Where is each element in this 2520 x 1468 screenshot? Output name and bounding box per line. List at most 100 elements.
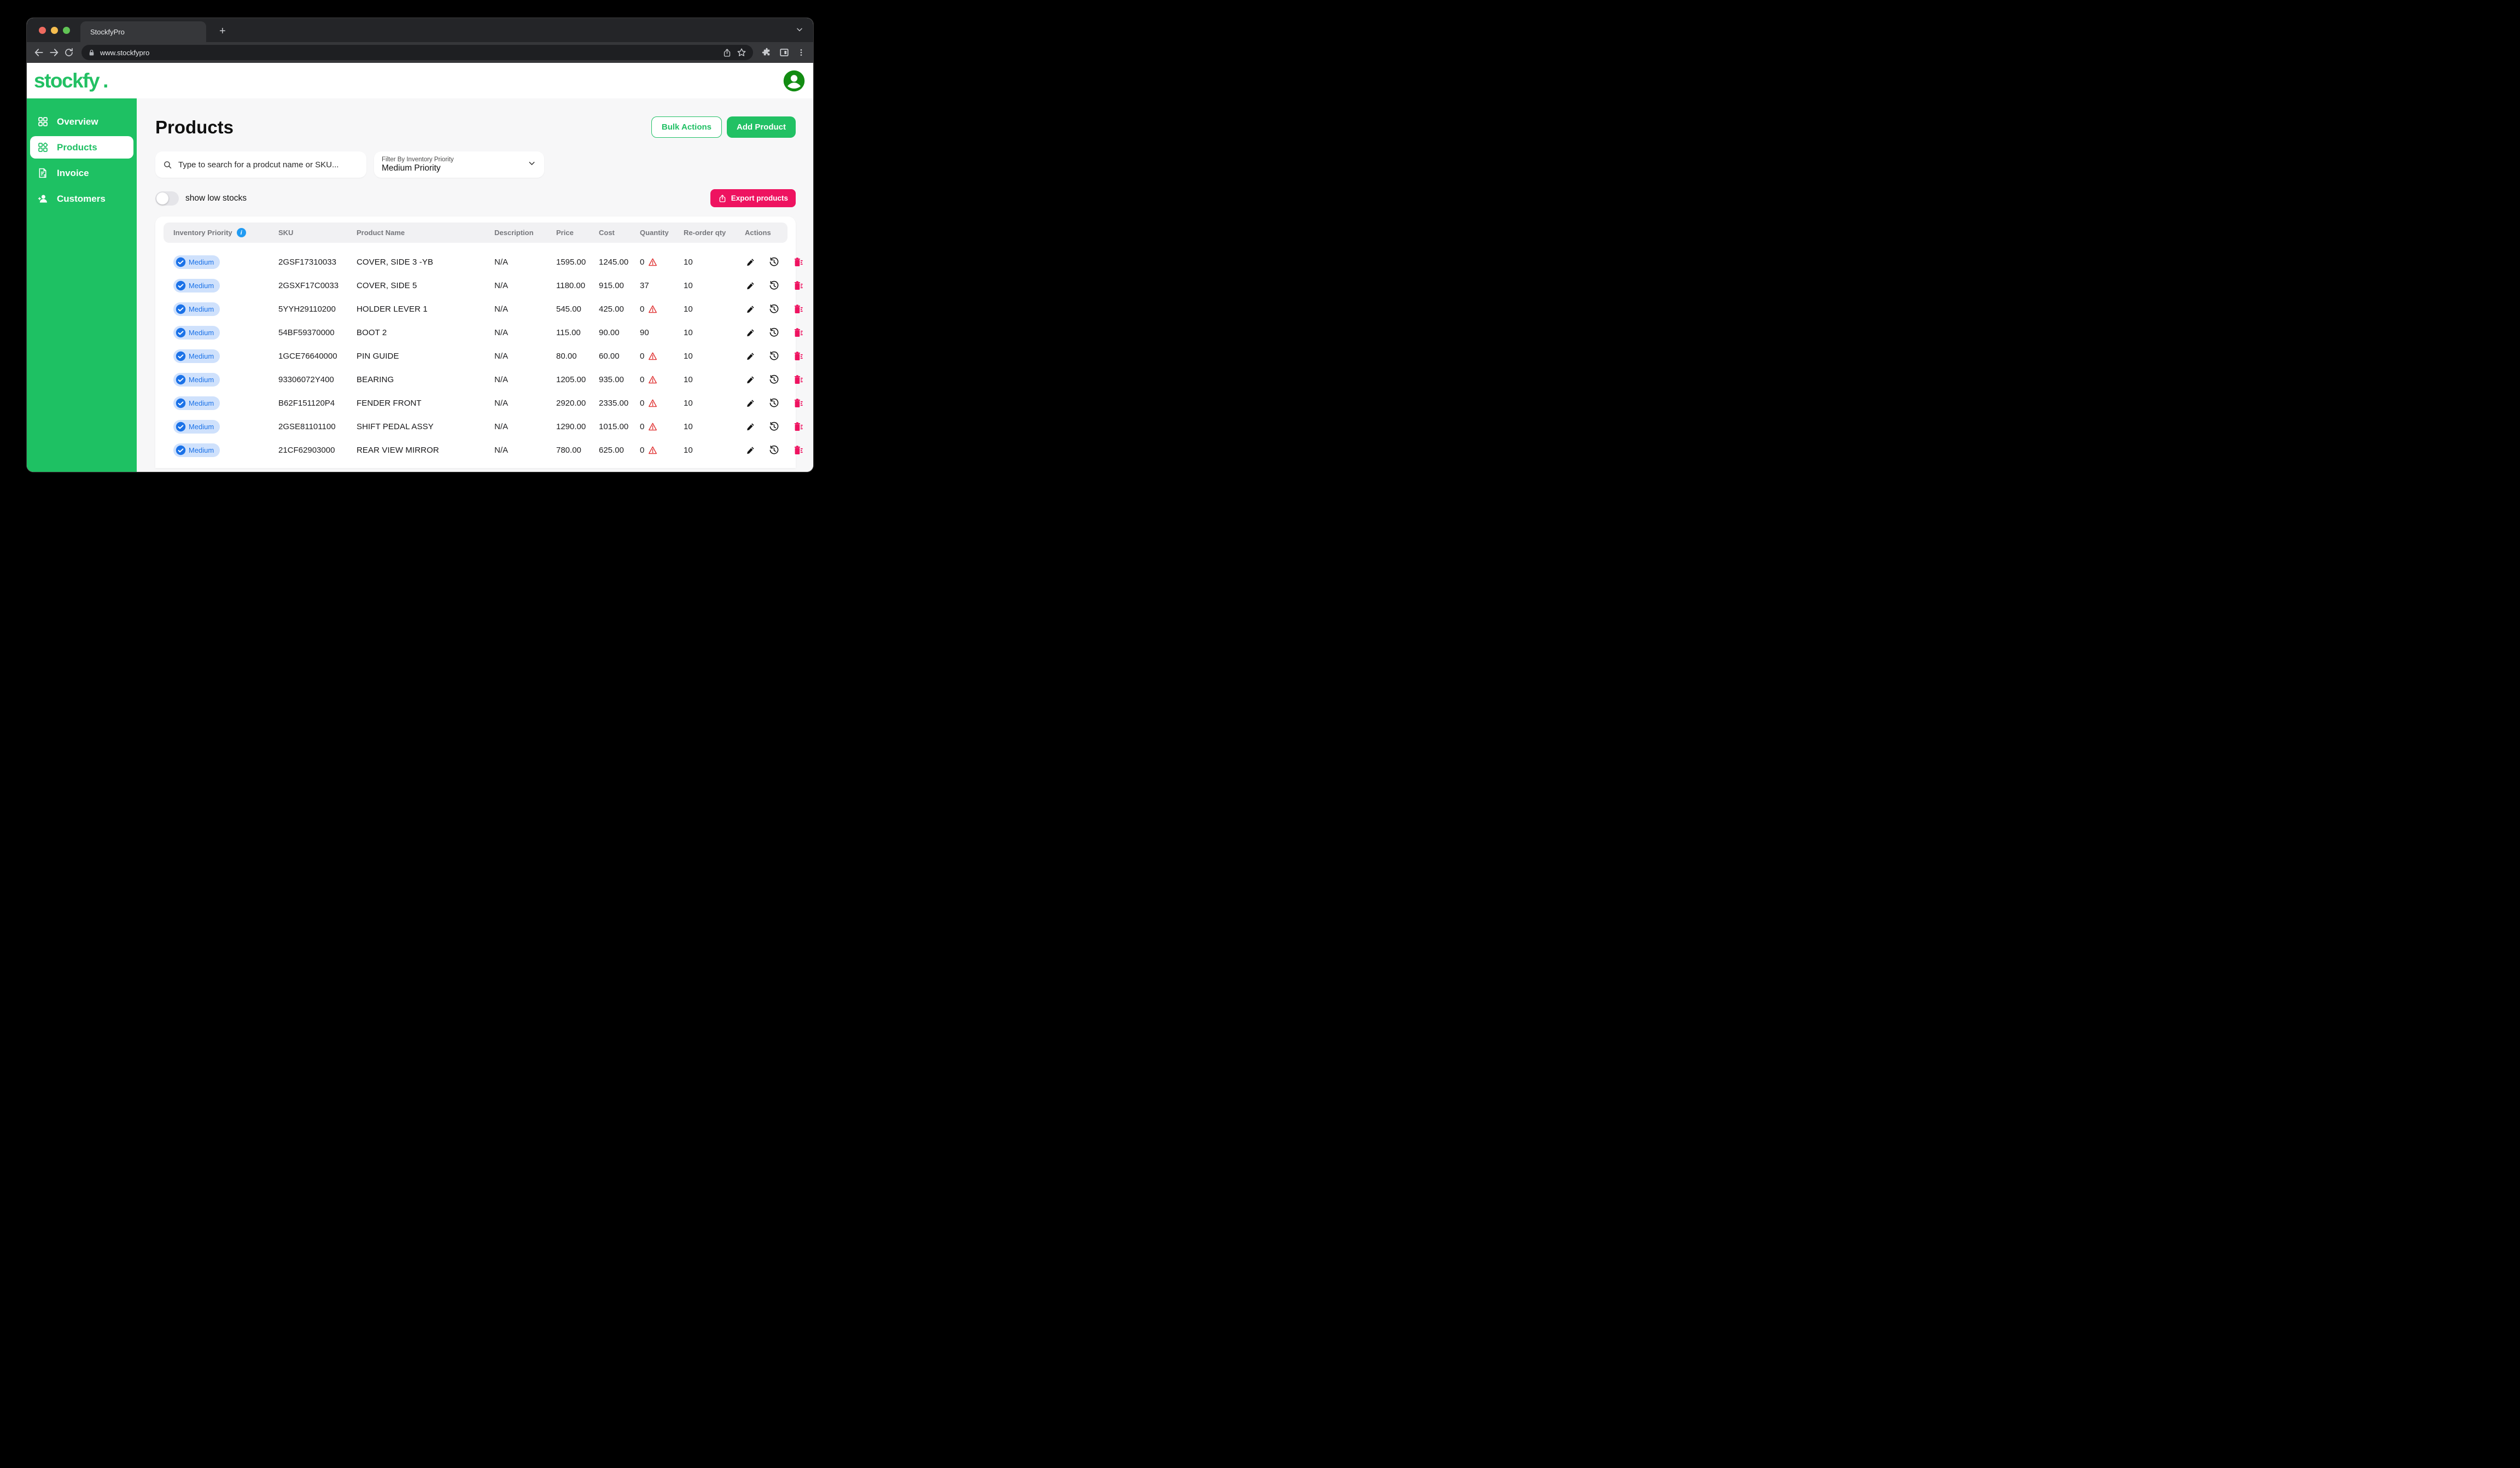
history-icon xyxy=(769,422,779,432)
product-name-cell: HOLDER LEVER 1 xyxy=(357,305,494,314)
show-low-stocks-toggle[interactable] xyxy=(155,191,179,206)
check-circle-icon xyxy=(176,375,186,385)
edit-pencil-icon xyxy=(746,375,755,384)
edit-button[interactable] xyxy=(745,445,756,456)
bulk-actions-button[interactable]: Bulk Actions xyxy=(651,116,722,138)
edit-button[interactable] xyxy=(745,397,756,409)
priority-badge: Medium xyxy=(173,396,220,410)
add-product-button[interactable]: Add Product xyxy=(727,116,796,138)
history-button[interactable] xyxy=(768,256,780,268)
sidebar-item-label: Products xyxy=(57,142,97,153)
history-button[interactable] xyxy=(768,279,780,292)
edit-pencil-icon xyxy=(746,328,755,337)
products-table: Inventory Priority i SKU Product Name De… xyxy=(155,217,796,468)
products-grid-icon xyxy=(37,142,49,154)
history-button[interactable] xyxy=(768,303,780,315)
close-window-button[interactable] xyxy=(39,27,46,34)
reorder-qty-cell: 10 xyxy=(684,328,745,337)
priority-cell: Medium xyxy=(173,326,278,340)
delete-button[interactable] xyxy=(792,350,804,362)
priority-filter-select[interactable]: Filter By Inventory Priority Medium Prio… xyxy=(374,151,544,178)
price-cell: 1290.00 xyxy=(556,422,599,431)
main-content: Products Bulk Actions Add Product Filter… xyxy=(137,98,813,472)
delete-button[interactable] xyxy=(792,373,804,386)
tab-search-chevron-icon[interactable] xyxy=(796,26,803,33)
price-cell: 2920.00 xyxy=(556,399,599,408)
user-avatar-icon[interactable] xyxy=(783,69,806,92)
sidebar-item-products[interactable]: Products xyxy=(30,136,133,159)
maximize-window-button[interactable] xyxy=(63,27,70,34)
history-button[interactable] xyxy=(768,444,780,457)
sidebar-item-customers[interactable]: Customers xyxy=(30,188,133,210)
edit-button[interactable] xyxy=(745,256,756,268)
reorder-qty-cell: 10 xyxy=(684,258,745,267)
forward-button[interactable] xyxy=(48,46,61,59)
edit-button[interactable] xyxy=(745,280,756,291)
edit-button[interactable] xyxy=(745,350,756,362)
delete-button[interactable] xyxy=(792,397,804,410)
edit-button[interactable] xyxy=(745,303,756,315)
reorder-qty-cell: 10 xyxy=(684,399,745,408)
sku-cell: 54BF59370000 xyxy=(278,328,357,337)
delete-button[interactable] xyxy=(792,256,804,268)
sidebar: Overview Products $ Invoice Customers xyxy=(27,98,137,472)
sku-cell: 2GSXF17C0033 xyxy=(278,281,357,290)
delete-button[interactable] xyxy=(792,326,804,339)
browser-tab[interactable]: StockfyPro xyxy=(80,21,206,42)
sku-cell: 2GSE81101100 xyxy=(278,422,357,431)
cost-cell: 1015.00 xyxy=(599,422,640,431)
browser-window: StockfyPro + www.stockfypro sto xyxy=(27,18,813,472)
browser-menu-icon[interactable] xyxy=(797,48,806,57)
export-products-button[interactable]: Export products xyxy=(710,189,796,207)
delete-button[interactable] xyxy=(792,303,804,315)
edit-button[interactable] xyxy=(745,421,756,432)
priority-cell: Medium xyxy=(173,349,278,363)
priority-badge: Medium xyxy=(173,255,220,269)
edit-pencil-icon xyxy=(746,422,755,431)
toggle-knob xyxy=(156,192,168,204)
quantity-cell: 0 xyxy=(640,375,684,384)
reload-button[interactable] xyxy=(63,46,75,59)
browser-toolbar: www.stockfypro xyxy=(27,42,813,63)
history-button[interactable] xyxy=(768,397,780,410)
edit-pencil-icon xyxy=(746,352,755,361)
search-input[interactable] xyxy=(177,160,359,170)
quantity-cell: 0 xyxy=(640,352,684,361)
product-name-cell: COVER, SIDE 5 xyxy=(357,281,494,290)
history-button[interactable] xyxy=(768,350,780,362)
history-icon xyxy=(769,304,779,314)
share-icon[interactable] xyxy=(722,48,732,57)
low-stock-warning-icon xyxy=(648,375,657,384)
description-cell: N/A xyxy=(494,422,556,431)
quantity-cell: 0 xyxy=(640,422,684,431)
edit-button[interactable] xyxy=(745,327,756,338)
side-panel-icon[interactable] xyxy=(779,48,789,57)
history-button[interactable] xyxy=(768,373,780,386)
actions-cell xyxy=(745,444,804,457)
url-bar[interactable]: www.stockfypro xyxy=(81,45,753,60)
history-button[interactable] xyxy=(768,420,780,433)
bookmark-star-icon[interactable] xyxy=(737,48,746,57)
minimize-window-button[interactable] xyxy=(51,27,58,34)
history-button[interactable] xyxy=(768,326,780,339)
app-logo: stockfy xyxy=(34,69,99,92)
history-icon xyxy=(769,445,779,455)
reorder-qty-cell: 10 xyxy=(684,446,745,455)
delete-trash-icon xyxy=(793,327,803,338)
product-name-cell: FENDER FRONT xyxy=(357,399,494,408)
edit-button[interactable] xyxy=(745,374,756,385)
table-row: Medium2GSF17310033COVER, SIDE 3 -YBN/A15… xyxy=(164,250,788,274)
sidebar-item-overview[interactable]: Overview xyxy=(30,110,133,133)
check-circle-icon xyxy=(176,445,186,455)
delete-button[interactable] xyxy=(792,444,804,457)
delete-button[interactable] xyxy=(792,279,804,292)
new-tab-button[interactable]: + xyxy=(216,25,229,38)
sidebar-item-invoice[interactable]: $ Invoice xyxy=(30,162,133,184)
extensions-icon[interactable] xyxy=(762,48,772,57)
header-reorder-qty: Re-order qty xyxy=(684,229,745,237)
delete-button[interactable] xyxy=(792,420,804,433)
sku-cell: 5YYH29110200 xyxy=(278,305,357,314)
back-button[interactable] xyxy=(32,46,45,59)
low-stock-warning-icon xyxy=(648,399,657,408)
info-icon[interactable]: i xyxy=(237,228,246,237)
